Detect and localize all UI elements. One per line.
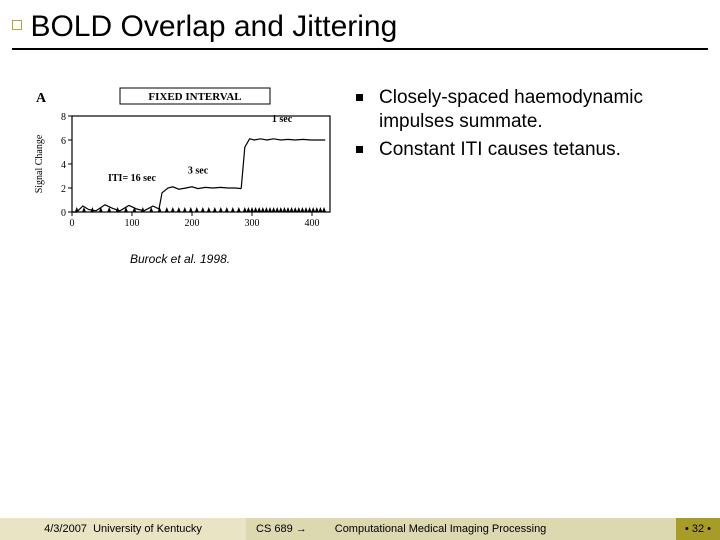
bullet-text: Constant ITI causes tetanus. [379,138,621,162]
slide-title: BOLD Overlap and Jittering [30,10,397,44]
svg-text:300: 300 [245,218,260,229]
svg-text:4: 4 [61,160,66,171]
svg-text:0: 0 [61,208,66,219]
svg-text:2: 2 [61,184,66,195]
svg-text:A: A [36,91,47,106]
footer-course: CS 689 → [256,523,307,535]
bullet-square-icon [356,94,363,101]
bullet-text: Closely-spaced haemodynamic impulses sum… [379,86,700,134]
title-underline [12,48,708,50]
svg-text:6: 6 [61,136,66,147]
bullets-column: Closely-spaced haemodynamic impulses sum… [350,86,700,266]
bullet-item: Closely-spaced haemodynamic impulses sum… [356,86,700,134]
svg-text:0: 0 [70,218,75,229]
svg-text:200: 200 [185,218,200,229]
figure-chart: A FIXED INTERVAL 0 2 4 6 8 0 100 200 300 400 Signal … [30,86,340,246]
title-area: BOLD Overlap and Jittering [0,0,720,56]
svg-text:400: 400 [305,218,320,229]
footer-left: 4/3/2007 University of Kentucky [0,518,246,540]
svg-text:100: 100 [125,218,140,229]
svg-text:8: 8 [61,112,66,123]
svg-text:3 sec: 3 sec [188,166,209,177]
svg-text:FIXED INTERVAL: FIXED INTERVAL [148,91,241,103]
svg-text:Signal Change: Signal Change [34,134,45,193]
figure-column: A FIXED INTERVAL 0 2 4 6 8 0 100 200 300 400 Signal … [20,86,350,266]
content-area: A FIXED INTERVAL 0 2 4 6 8 0 100 200 300 400 Signal … [0,56,720,266]
bullet-item: Constant ITI causes tetanus. [356,138,700,162]
footer-bar: 4/3/2007 University of Kentucky CS 689 →… [0,518,720,540]
footer-date: 4/3/2007 [44,523,87,535]
footer-mid: CS 689 → Computational Medical Imaging P… [246,518,676,540]
footer-subject: Computational Medical Imaging Processing [335,523,547,535]
svg-text:1 sec: 1 sec [272,114,293,125]
footer-org: University of Kentucky [93,523,202,535]
figure-caption: Burock et al. 1998. [20,252,340,266]
svg-text:ITI= 16 sec: ITI= 16 sec [108,173,156,184]
footer-page: • 32 • [676,518,720,540]
bullet-square-icon [356,146,363,153]
title-accent-square [12,20,22,30]
